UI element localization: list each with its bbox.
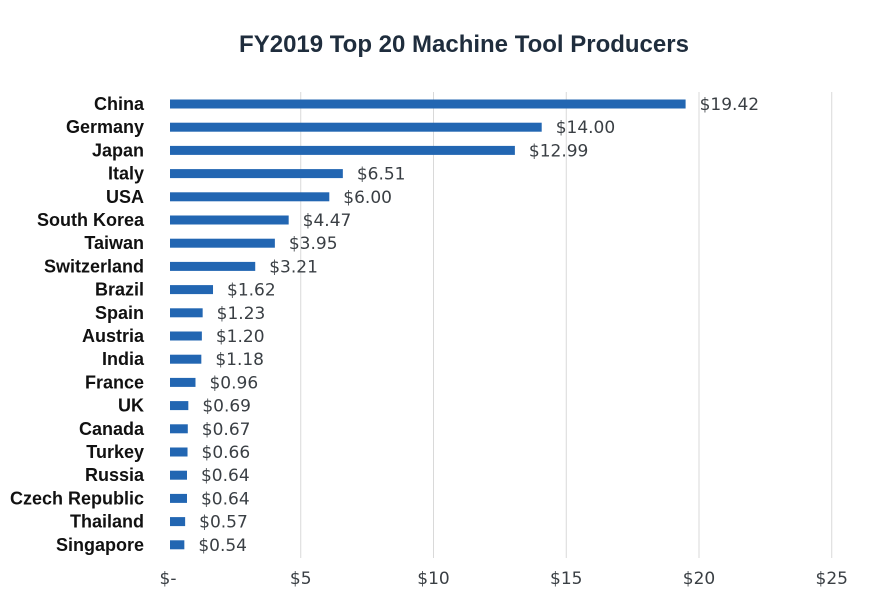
x-tick-label: $15: [550, 569, 582, 589]
x-tick-label: $-: [160, 569, 177, 589]
category-label: UK: [118, 396, 144, 416]
bar: [170, 331, 202, 341]
x-tick-label: $20: [683, 569, 715, 589]
category-label: Singapore: [56, 535, 144, 555]
category-label: India: [102, 349, 145, 369]
bar: [170, 285, 214, 295]
bar: [170, 169, 343, 179]
data-label: $1.62: [227, 281, 276, 301]
category-label: Taiwan: [84, 233, 144, 253]
data-label: $3.21: [269, 257, 318, 277]
category-labels: China Germany Japan Italy USA South Korea Taiw…: [10, 94, 145, 555]
bar: [170, 401, 189, 411]
data-label: $6.00: [343, 188, 392, 208]
data-label: $0.64: [201, 466, 250, 486]
category-label: Switzerland: [44, 256, 144, 276]
x-axis-tick-labels: $- $5 $10 $15 $20 $25: [160, 569, 848, 589]
data-label: $0.66: [202, 443, 251, 463]
category-label: USA: [106, 187, 144, 207]
data-label: $1.23: [217, 304, 266, 324]
bar: [170, 470, 187, 480]
bar: [170, 215, 289, 225]
bar: [170, 354, 202, 364]
chart-title: FY2019 Top 20 Machine Tool Producers: [239, 31, 689, 58]
x-tick-label: $5: [290, 569, 312, 589]
data-label: $6.51: [357, 165, 406, 185]
category-label: Austria: [82, 326, 145, 346]
data-label: $0.67: [202, 420, 251, 440]
category-label: Spain: [95, 303, 144, 323]
data-label: $1.18: [215, 350, 264, 370]
category-label: Turkey: [86, 442, 144, 462]
bar: [170, 377, 196, 387]
bar: [170, 99, 686, 109]
bar: [170, 447, 188, 457]
data-label: $3.95: [289, 234, 338, 254]
category-label: South Korea: [37, 210, 145, 230]
category-label: Canada: [79, 419, 145, 439]
x-tick-label: $10: [417, 569, 449, 589]
data-label: $0.96: [209, 373, 258, 393]
data-label: $0.64: [201, 489, 250, 509]
bar: [170, 192, 330, 202]
category-label: Japan: [92, 140, 144, 160]
value-labels: $19.42 $14.00 $12.99 $6.51 $6.00 $4.47 $3.95 $3…: [198, 95, 759, 556]
bar: [170, 261, 256, 271]
data-label: $0.54: [198, 536, 247, 556]
category-label: Czech Republic: [10, 488, 144, 508]
bar: [170, 145, 515, 155]
category-label: China: [94, 94, 145, 114]
category-label: Russia: [85, 465, 145, 485]
bar: [170, 517, 186, 527]
bar: [170, 122, 542, 132]
bars: [170, 99, 686, 550]
data-label: $19.42: [700, 95, 759, 115]
category-label: Thailand: [70, 512, 144, 532]
data-label: $12.99: [529, 141, 588, 161]
bar: [170, 424, 188, 434]
category-label: Brazil: [95, 280, 144, 300]
x-tick-label: $25: [816, 569, 848, 589]
data-label: $14.00: [556, 118, 615, 138]
data-label: $0.69: [202, 397, 251, 417]
category-label: France: [85, 372, 144, 392]
data-label: $1.20: [216, 327, 265, 347]
bar: [170, 308, 203, 318]
bar: [170, 493, 187, 503]
bar: [170, 540, 185, 550]
data-label: $0.57: [199, 513, 248, 533]
bar: [170, 238, 275, 248]
data-label: $4.47: [303, 211, 352, 231]
gridlines: [300, 92, 833, 558]
category-label: Germany: [66, 117, 144, 137]
category-label: Italy: [108, 164, 144, 184]
